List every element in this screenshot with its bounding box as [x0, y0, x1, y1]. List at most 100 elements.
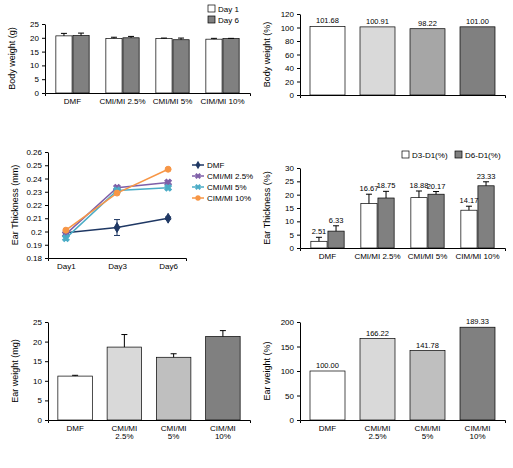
x-axis: DMFCMI/MI2.5%CMI/MI5%CIM/MI10%: [301, 421, 506, 442]
legend-label: Day 1: [218, 5, 239, 14]
bar: [156, 39, 172, 93]
data-label: 101.68: [316, 16, 339, 25]
legend-item: D3-D1(%): [402, 151, 448, 160]
y-tick-label: 0.26: [26, 148, 42, 157]
x-tick-label-line: 10%: [215, 432, 231, 441]
y-tick-mark: [297, 195, 300, 196]
x-tick: CIM/MI 10%: [200, 97, 244, 106]
bar: [311, 241, 327, 248]
y-tick: 15: [285, 204, 300, 213]
y-tick: 5: [35, 75, 45, 84]
x-tick-label-line: CMI/MI: [365, 424, 391, 433]
y-tick-label: 0.19: [26, 241, 42, 250]
y-tick-label: 25: [33, 318, 42, 327]
x-tick-label-line: CMI/MI: [415, 424, 441, 433]
error-bar-stem: [336, 226, 337, 231]
bar: [360, 27, 395, 95]
y-tick-mark: [45, 400, 48, 401]
legend-label: Day 6: [218, 16, 239, 25]
x-tick-label-line: CMI/MI: [161, 424, 187, 433]
legend-label: CMI/MI 2.5%: [207, 172, 253, 181]
x-tick-label: CIM/MI 10%: [455, 252, 499, 261]
data-label: 141.78: [416, 341, 439, 350]
error-bar-cap: [220, 330, 226, 331]
y-axis-title: Ear weight (mg): [10, 339, 20, 403]
data-label: 16.67: [360, 184, 379, 193]
x-tick-label: Day3: [108, 262, 127, 271]
error-bar-cap: [316, 237, 322, 238]
error-bar: [61, 33, 67, 35]
y-tick: 60: [285, 51, 300, 60]
error-bar-stem: [318, 237, 319, 241]
data-label: 100.00: [316, 361, 339, 370]
y-axis-line: [48, 323, 49, 421]
y-tick-label: 0.22: [26, 201, 42, 210]
error-bar-cap: [111, 37, 117, 38]
chart-panel: 020406080100120Body weight (%)101.68100.…: [262, 10, 506, 100]
bar: [378, 198, 394, 248]
y-tick: 20: [285, 78, 300, 87]
y-axis-line: [300, 323, 301, 421]
x-axis-line: [301, 96, 506, 99]
x-axis: Day1Day3Day6: [49, 259, 187, 271]
y-tick: 40: [285, 64, 300, 73]
y-tick: 0: [35, 89, 45, 98]
y-tick: 20: [285, 191, 300, 200]
x-tick: Day6: [159, 262, 178, 271]
error-bar-stem: [368, 194, 369, 203]
y-tick: 30: [285, 164, 300, 173]
error-bar: [211, 38, 217, 40]
bar: [328, 231, 344, 248]
x-tick-label-line: DMF: [66, 424, 83, 433]
bar: [461, 210, 477, 248]
y-tick: 20: [33, 338, 48, 347]
y-axis: 051015202530: [285, 164, 300, 253]
data-labels: 101.68100.9198.22101.00: [316, 16, 489, 27]
y-tick: 15: [33, 357, 48, 366]
bar: [206, 39, 222, 93]
y-tick-label: 30: [285, 164, 294, 173]
y-tick: 0: [290, 91, 300, 100]
bar: [223, 39, 239, 93]
y-tick-mark: [297, 347, 300, 348]
chart-panel: 0.180.190.20.210.220.230.240.250.26Ear T…: [10, 148, 253, 271]
y-tick-label: 0.21: [26, 214, 42, 223]
y-axis-line: [300, 169, 301, 249]
plot-area: [56, 33, 239, 93]
x-tick: CIM/MI10%: [465, 424, 491, 442]
error-bar-cap: [433, 191, 439, 192]
bar: [56, 36, 72, 93]
y-tick-mark: [297, 14, 300, 15]
x-tick-label: DMF: [66, 424, 83, 433]
error-bar: [128, 36, 134, 37]
y-tick-label: 10: [33, 377, 42, 386]
x-tick-label: CMI/MI2.5%: [365, 424, 391, 442]
bar: [156, 357, 190, 420]
y-tick-label: 0: [290, 91, 295, 100]
data-labels: 100.00166.22141.78189.33: [316, 317, 489, 370]
x-tick: DMF: [319, 252, 336, 261]
error-bar-cap: [161, 38, 167, 39]
legend-swatch: [208, 16, 215, 23]
y-tick-mark: [45, 232, 48, 233]
y-tick-mark: [297, 235, 300, 236]
x-tick: CMI/MI5%: [415, 424, 441, 442]
y-tick-label: 0: [38, 416, 43, 425]
error-bar-cap: [211, 38, 217, 39]
y-tick-mark: [45, 342, 48, 343]
error-bar-cap: [333, 225, 339, 226]
y-tick-mark: [45, 322, 48, 323]
y-tick: 0.23: [26, 188, 48, 197]
y-tick-label: 25: [30, 20, 39, 29]
x-tick-label: CMI/MI 2.5%: [354, 252, 400, 261]
x-tick-label-line: 2.5%: [368, 432, 386, 441]
x-axis: DMFCMI/MI2.5%CMI/MI5%CIM/MI10%: [49, 421, 251, 442]
x-tick-label: DMF: [64, 97, 81, 106]
error-bar: [433, 192, 439, 195]
x-tick-label-line: CIM/MI: [465, 424, 491, 433]
x-axis: [301, 96, 506, 99]
y-tick-label: 0.23: [26, 188, 42, 197]
x-tick-label-line: 10%: [469, 432, 485, 441]
y-tick-mark: [42, 38, 45, 39]
y-tick-mark: [45, 245, 48, 246]
